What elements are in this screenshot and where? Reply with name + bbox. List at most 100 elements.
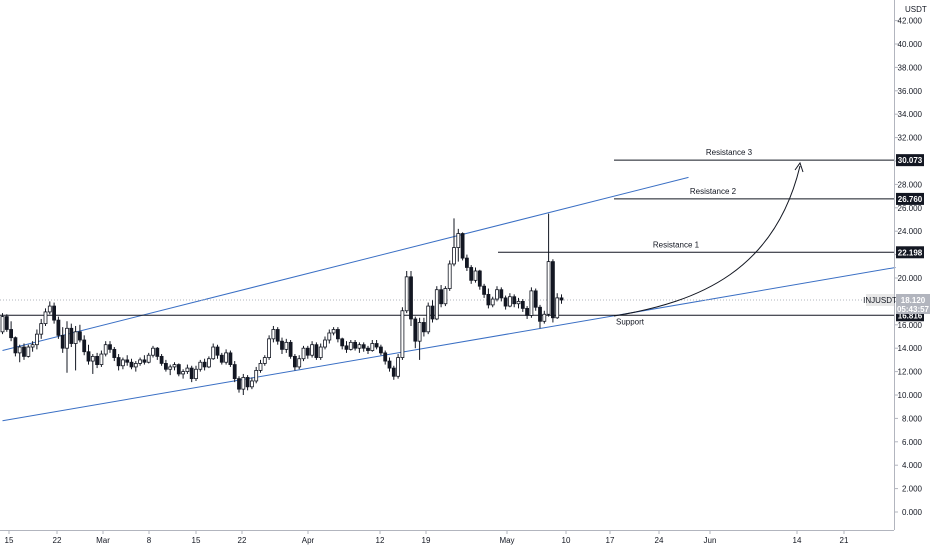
- level-label-0: Resistance 3: [706, 148, 753, 157]
- candle-body-93: [400, 310, 405, 358]
- price-tick-label-9: 24.000: [898, 227, 923, 236]
- candle-body-60: [258, 363, 263, 371]
- time-tick-label-8: 19: [422, 536, 431, 545]
- candle-body-41: [176, 364, 181, 375]
- candle-body-102: [439, 289, 444, 305]
- candle-body-26: [112, 348, 117, 358]
- candle-body-75: [323, 339, 327, 348]
- candle-body-91: [391, 367, 396, 377]
- upper-trendline: [2, 176, 689, 352]
- candle-body-15: [65, 327, 69, 349]
- time-axis[interactable]: 15 22 Mar 8 15 22 Apr 12 19 May 10 17 24 Jun 14 21: [5, 530, 849, 545]
- projection-arrow-head: [794, 161, 804, 173]
- candle-body-32: [138, 359, 143, 364]
- candle-body-130: [559, 297, 564, 301]
- candle-body-36: [155, 347, 160, 357]
- candle-body-117: [503, 297, 508, 307]
- candle-body-119: [512, 296, 517, 305]
- candle-body-9: [39, 323, 44, 335]
- candle-body-52: [224, 352, 229, 363]
- candle-body-53: [228, 352, 233, 365]
- candle-body-20: [86, 351, 91, 362]
- candle-body-10: [43, 311, 48, 325]
- price-tick-label-21: 0.000: [902, 508, 923, 517]
- candle-body-51: [219, 354, 224, 363]
- time-tick-label-9: May: [499, 536, 514, 545]
- time-tick-label-1: 22: [53, 536, 62, 545]
- candle-body-129: [555, 297, 560, 319]
- candle-body-54: [232, 364, 237, 380]
- candle-body-58: [249, 380, 254, 388]
- time-tick-label-6: Apr: [302, 536, 315, 545]
- candle-body-34: [146, 354, 151, 363]
- candle-body-71: [305, 347, 310, 356]
- candle-body-7: [30, 344, 35, 348]
- candle-body-79: [340, 338, 345, 347]
- candle-body-109: [469, 267, 474, 281]
- candle-body-35: [151, 347, 155, 356]
- candle-body-80: [344, 345, 349, 350]
- level-label-1: Resistance 2: [690, 187, 737, 196]
- candle-body-56: [241, 377, 246, 390]
- time-tick-label-0: 15: [5, 536, 14, 545]
- candle-body-86: [370, 343, 375, 351]
- candle-body-22: [95, 355, 99, 365]
- time-tick-label-14: 14: [793, 536, 802, 545]
- time-tick-label-7: 12: [376, 536, 385, 545]
- price-tick-label-17: 8.000: [902, 414, 923, 423]
- symbol-tag: INJUSDT: [863, 296, 897, 305]
- candle-body-95: [409, 276, 413, 320]
- candle-body-72: [310, 344, 315, 356]
- candle-body-94: [404, 276, 409, 312]
- level-label-2: Resistance 1: [653, 240, 700, 249]
- candle-body-114: [490, 298, 495, 306]
- time-tick-label-2: Mar: [96, 536, 110, 545]
- candle-body-2: [9, 329, 14, 339]
- candle-body-29: [125, 359, 130, 363]
- candle-body-115: [495, 289, 499, 300]
- candle-body-69: [297, 358, 302, 368]
- candle-body-31: [133, 363, 138, 368]
- candle-body-63: [271, 329, 276, 340]
- candle-body-105: [452, 247, 456, 265]
- countdown-label: 05:43:57: [897, 305, 930, 314]
- level-price-label-0: 30.073: [898, 156, 923, 165]
- level-label-3: Support: [616, 317, 645, 326]
- time-tick-label-11: 17: [606, 536, 615, 545]
- symbol-tag-bg: [866, 293, 894, 306]
- level-price-label-3: 16.816: [898, 311, 923, 320]
- candle-body-81: [348, 341, 353, 350]
- candle-body-98: [421, 322, 426, 333]
- candle-body-73: [314, 344, 319, 358]
- candle-body-126: [542, 313, 547, 322]
- current-price-label: 18.120: [901, 296, 926, 305]
- candle-body-46: [198, 361, 203, 370]
- channel-lines: [2, 176, 896, 422]
- candle-body-111: [477, 270, 482, 287]
- candle-body-112: [482, 285, 487, 295]
- candle-body-66: [284, 341, 289, 350]
- candle-body-65: [280, 340, 284, 350]
- price-tick-label-14: 14.000: [898, 344, 923, 353]
- projection-arrow: [613, 161, 804, 317]
- candle-body-11: [47, 305, 52, 313]
- candle-body-100: [430, 305, 435, 320]
- candle-body-13: [56, 319, 61, 336]
- candle-body-0: [0, 316, 5, 333]
- candle-body-88: [378, 346, 383, 354]
- time-tick-label-15: 21: [840, 536, 849, 545]
- candle-body-127: [546, 261, 551, 315]
- candle-body-14: [60, 334, 65, 349]
- candle-body-118: [507, 296, 512, 307]
- candle-body-125: [538, 306, 542, 322]
- candle-body-1: [4, 316, 9, 330]
- candle-body-110: [473, 270, 478, 281]
- candle-body-68: [292, 355, 297, 368]
- candle-body-78: [335, 329, 340, 340]
- candle-body-19: [82, 339, 87, 353]
- candle-body-123: [529, 290, 534, 316]
- currency-label: USDT: [905, 5, 927, 14]
